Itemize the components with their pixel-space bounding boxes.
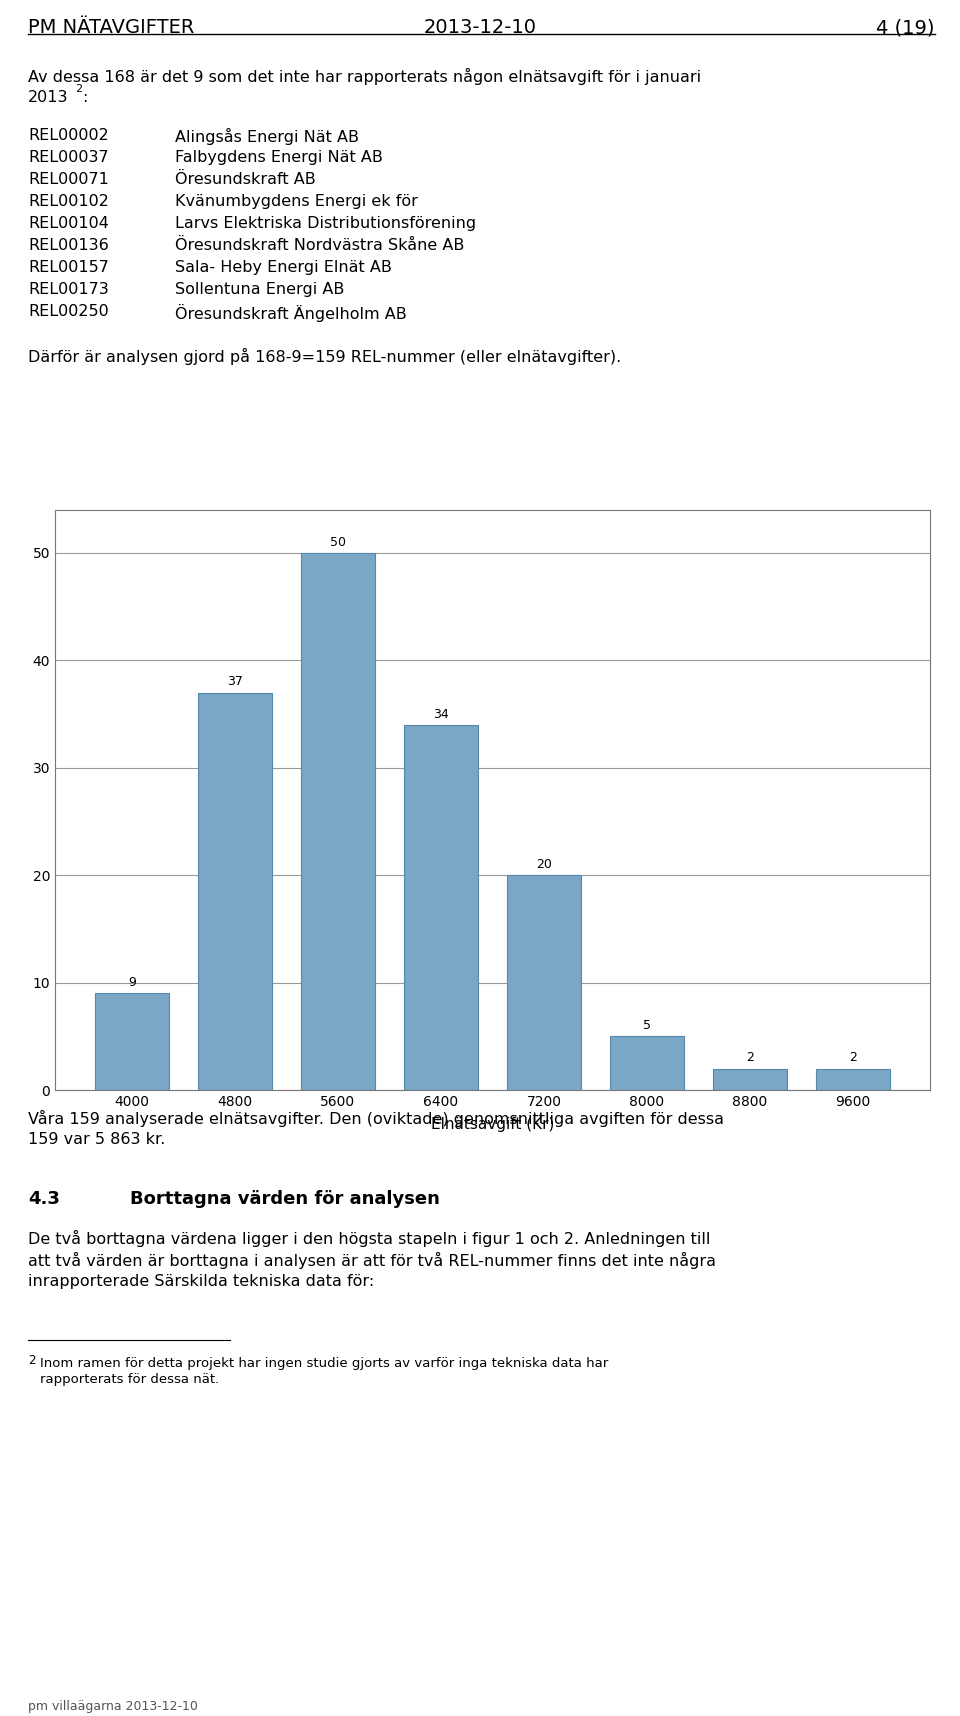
- X-axis label: Elnätsavgift (Kr): Elnätsavgift (Kr): [431, 1117, 554, 1133]
- Text: 2: 2: [746, 1052, 754, 1064]
- Text: Larvs Elektriska Distributionsförening: Larvs Elektriska Distributionsförening: [175, 216, 476, 232]
- Text: Av dessa 168 är det 9 som det inte har rapporterats någon elnätsavgift för i jan: Av dessa 168 är det 9 som det inte har r…: [28, 69, 701, 86]
- Bar: [713, 1069, 787, 1090]
- Text: Borttagna värden för analysen: Borttagna värden för analysen: [130, 1189, 440, 1208]
- Text: 4 (19): 4 (19): [876, 17, 935, 38]
- Text: pm villaägarna 2013-12-10: pm villaägarna 2013-12-10: [28, 1701, 198, 1713]
- Text: 4.3: 4.3: [28, 1189, 60, 1208]
- Text: :: :: [82, 89, 87, 105]
- Text: REL00250: REL00250: [28, 304, 108, 319]
- Text: 34: 34: [433, 707, 449, 721]
- Bar: [507, 875, 581, 1090]
- Text: rapporterats för dessa nät.: rapporterats för dessa nät.: [40, 1373, 219, 1387]
- Text: REL00102: REL00102: [28, 194, 108, 209]
- Text: REL00037: REL00037: [28, 149, 108, 165]
- Text: REL00173: REL00173: [28, 281, 108, 297]
- Text: att två värden är borttagna i analysen är att för två REL-nummer finns det inte : att två värden är borttagna i analysen ä…: [28, 1253, 716, 1270]
- Bar: [816, 1069, 890, 1090]
- Text: 2013: 2013: [28, 89, 68, 105]
- Text: 2013-12-10: 2013-12-10: [423, 17, 537, 38]
- Bar: [95, 994, 169, 1090]
- Text: Inom ramen för detta projekt har ingen studie gjorts av varför inga tekniska dat: Inom ramen för detta projekt har ingen s…: [40, 1357, 609, 1369]
- Text: Falbygdens Energi Nät AB: Falbygdens Energi Nät AB: [175, 149, 383, 165]
- Text: 5: 5: [643, 1019, 651, 1031]
- Text: 9: 9: [128, 976, 135, 988]
- Text: De två borttagna värdena ligger i den högsta stapeln i figur 1 och 2. Anledninge: De två borttagna värdena ligger i den hö…: [28, 1230, 710, 1248]
- Text: inrapporterade Särskilda tekniska data för:: inrapporterade Särskilda tekniska data f…: [28, 1273, 374, 1289]
- Text: REL00157: REL00157: [28, 261, 108, 275]
- Text: Öresundskraft AB: Öresundskraft AB: [175, 172, 316, 187]
- Text: Kvänumbygdens Energi ek för: Kvänumbygdens Energi ek för: [175, 194, 418, 209]
- Text: REL00104: REL00104: [28, 216, 108, 232]
- Text: Därför är analysen gjord på 168-9=159 REL-nummer (eller elnätavgifter).: Därför är analysen gjord på 168-9=159 RE…: [28, 348, 621, 366]
- Bar: [404, 724, 478, 1090]
- Text: Alingsås Energi Nät AB: Alingsås Energi Nät AB: [175, 129, 359, 146]
- Text: 20: 20: [536, 858, 552, 872]
- Bar: [610, 1036, 684, 1090]
- Bar: [300, 553, 375, 1090]
- Text: Sala- Heby Energi Elnät AB: Sala- Heby Energi Elnät AB: [175, 261, 392, 275]
- Text: 2: 2: [28, 1354, 36, 1368]
- Text: 37: 37: [227, 676, 243, 688]
- Text: PM NÄTAVGIFTER: PM NÄTAVGIFTER: [28, 17, 194, 38]
- Text: Sollentuna Energi AB: Sollentuna Energi AB: [175, 281, 345, 297]
- Text: 2: 2: [850, 1052, 857, 1064]
- Text: REL00002: REL00002: [28, 129, 108, 142]
- Text: Öresundskraft Nordvästra Skåne AB: Öresundskraft Nordvästra Skåne AB: [175, 239, 465, 252]
- Text: Öresundskraft Ängelholm AB: Öresundskraft Ängelholm AB: [175, 304, 407, 323]
- Text: REL00136: REL00136: [28, 239, 108, 252]
- Text: 2: 2: [75, 84, 83, 94]
- Text: 50: 50: [330, 535, 346, 549]
- Bar: [198, 693, 272, 1090]
- Text: REL00071: REL00071: [28, 172, 108, 187]
- Text: Våra 159 analyserade elnätsavgifter. Den (oviktade) genomsnittliga avgiften för : Våra 159 analyserade elnätsavgifter. Den…: [28, 1110, 724, 1127]
- Text: 159 var 5 863 kr.: 159 var 5 863 kr.: [28, 1133, 165, 1146]
